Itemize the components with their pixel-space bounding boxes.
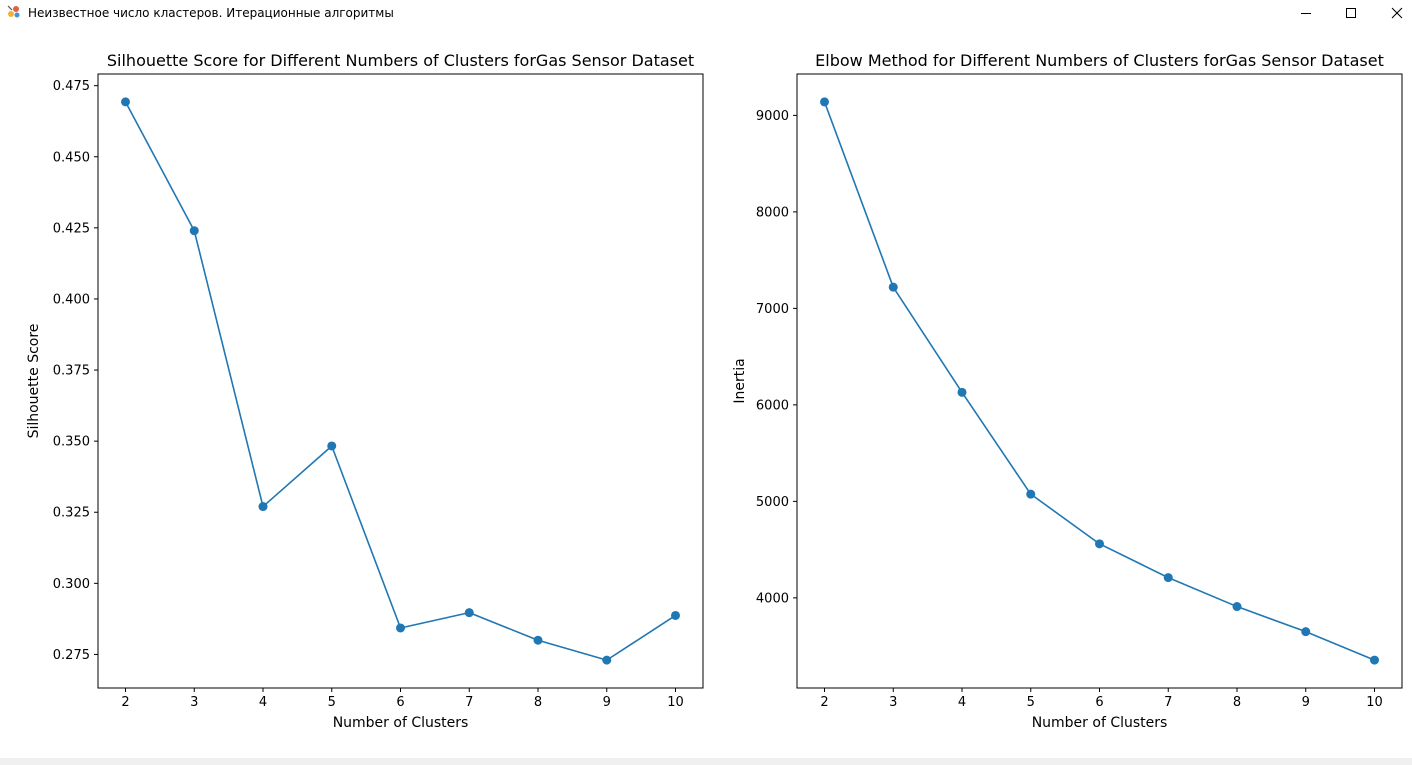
x-tick-label: 6 [396, 695, 404, 710]
y-tick-label: 9000 [756, 109, 789, 124]
x-tick-label: 6 [1095, 695, 1103, 710]
x-tick-label: 5 [1027, 695, 1035, 710]
y-tick-label: 0.425 [53, 221, 90, 236]
chart-title: Elbow Method for Different Numbers of Cl… [815, 51, 1384, 70]
y-tick-label: 5000 [756, 495, 789, 510]
axes-frame [796, 73, 1403, 689]
x-tick-label: 8 [534, 695, 542, 710]
close-button[interactable] [1374, 0, 1412, 26]
minimize-button[interactable] [1283, 0, 1329, 26]
data-point [1301, 627, 1311, 637]
x-tick-label: 4 [958, 695, 966, 710]
x-tick-label: 3 [190, 695, 198, 710]
data-point [1026, 489, 1036, 499]
y-tick-label: 0.275 [53, 648, 90, 663]
x-tick-label: 2 [820, 695, 828, 710]
data-point [327, 441, 337, 451]
x-tick-label: 10 [1366, 695, 1383, 710]
y-tick-label: 4000 [756, 591, 789, 606]
x-tick-label: 4 [259, 695, 267, 710]
elbow-chart: Elbow Method for Different Numbers of Cl… [732, 51, 1403, 731]
y-tick-label: 0.375 [53, 364, 90, 379]
x-axis-label: Number of Clusters [333, 715, 469, 731]
data-point [671, 610, 680, 620]
close-icon [1391, 7, 1403, 19]
maximize-button[interactable] [1328, 0, 1374, 26]
x-axis-label: Number of Clusters [1032, 715, 1168, 731]
data-point [396, 623, 405, 633]
series-line [823, 101, 1375, 661]
y-tick-label: 0.350 [53, 435, 90, 450]
data-point [888, 282, 898, 292]
y-tick-label: 8000 [756, 205, 789, 220]
y-axis-label: Inertia [732, 358, 748, 403]
maximize-icon [1346, 8, 1356, 18]
y-tick-label: 0.300 [53, 577, 90, 592]
x-tick-label: 10 [667, 695, 684, 710]
x-tick-label: 9 [603, 695, 611, 710]
data-point [1095, 539, 1104, 549]
data-point [121, 97, 130, 107]
y-axis-label: Silhouette Score [26, 324, 42, 439]
x-tick-label: 9 [1302, 695, 1310, 710]
data-point [189, 226, 199, 236]
data-point [1232, 602, 1242, 612]
y-tick-label: 6000 [756, 398, 789, 413]
data-point [602, 655, 612, 665]
y-tick-label: 0.475 [53, 79, 90, 94]
axes-frame [97, 73, 704, 689]
y-tick-label: 0.450 [53, 150, 90, 165]
status-bar [0, 758, 1412, 765]
data-point [957, 387, 967, 397]
x-tick-label: 3 [889, 695, 897, 710]
data-point [1163, 573, 1173, 583]
data-point [464, 608, 474, 618]
x-tick-label: 5 [328, 695, 336, 710]
x-tick-label: 7 [465, 695, 473, 710]
data-point [258, 502, 268, 512]
x-tick-label: 2 [121, 695, 129, 710]
x-tick-label: 8 [1233, 695, 1241, 710]
app-icon [7, 5, 20, 18]
chart-title: Silhouette Score for Different Numbers o… [107, 51, 694, 70]
data-point [820, 97, 829, 107]
x-tick-label: 7 [1164, 695, 1172, 710]
data-point [533, 635, 543, 645]
y-tick-label: 0.325 [53, 506, 90, 521]
window-title: Неизвестное число кластеров. Итерационны… [28, 6, 394, 20]
silhouette-chart: Silhouette Score for Different Numbers o… [26, 51, 704, 731]
series-line [124, 101, 676, 661]
y-tick-label: 0.400 [53, 292, 90, 307]
y-tick-label: 7000 [756, 302, 789, 317]
window-titlebar: Неизвестное число кластеров. Итерационны… [0, 0, 1412, 26]
data-point [1370, 655, 1379, 665]
figure-canvas: Silhouette Score for Different Numbers o… [26, 51, 1403, 731]
minimize-icon [1301, 13, 1311, 14]
